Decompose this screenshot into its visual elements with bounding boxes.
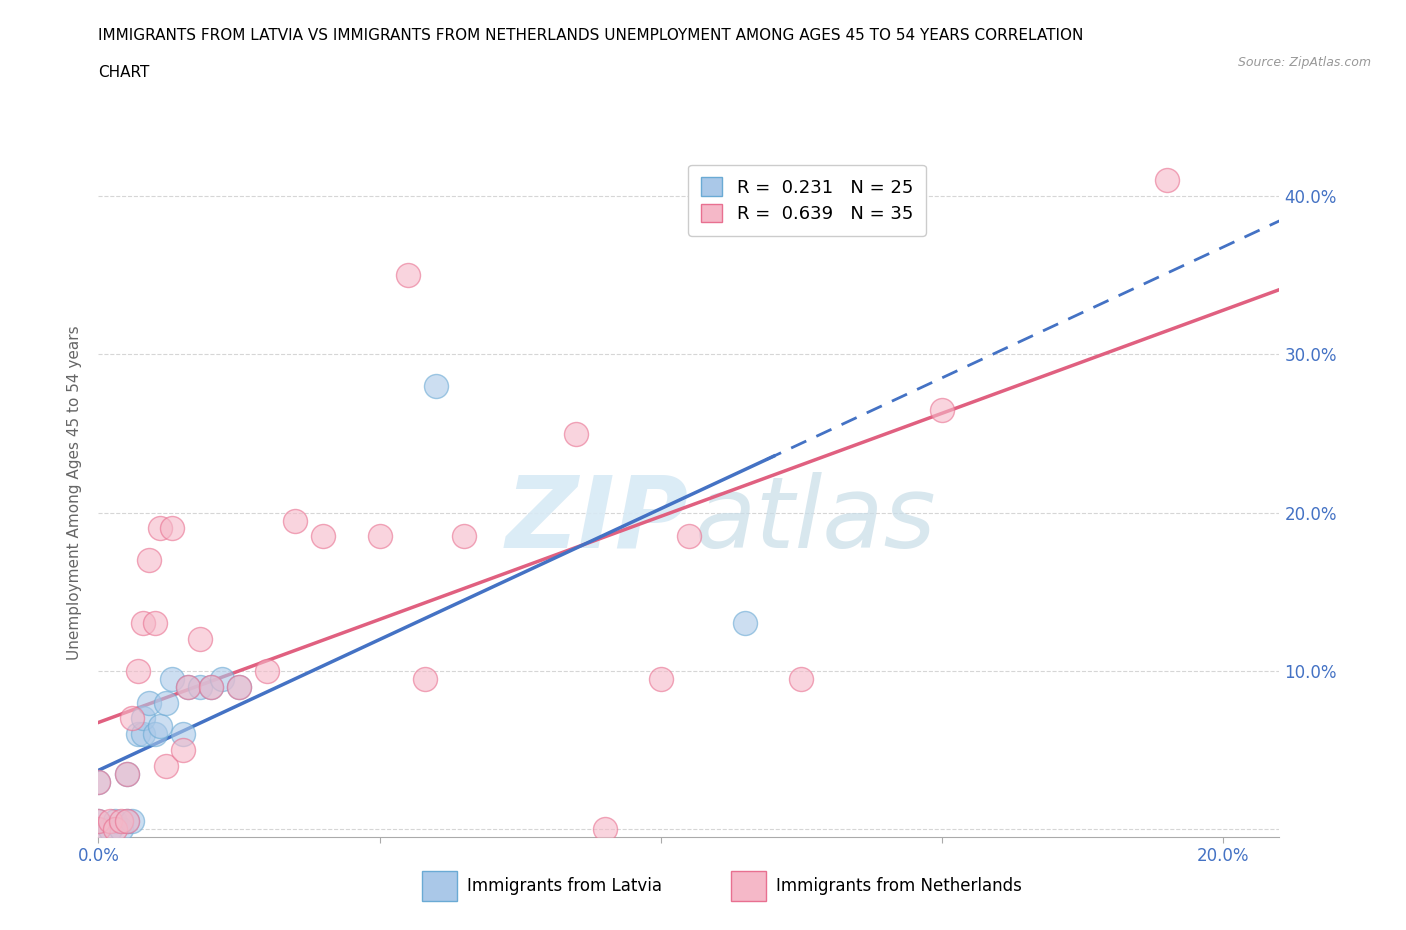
Point bbox=[115, 766, 138, 781]
Text: IMMIGRANTS FROM LATVIA VS IMMIGRANTS FROM NETHERLANDS UNEMPLOYMENT AMONG AGES 45: IMMIGRANTS FROM LATVIA VS IMMIGRANTS FRO… bbox=[98, 28, 1084, 43]
Point bbox=[650, 671, 672, 686]
Point bbox=[98, 814, 121, 829]
Point bbox=[104, 814, 127, 829]
Point bbox=[790, 671, 813, 686]
Point bbox=[593, 821, 616, 836]
Text: ZIP: ZIP bbox=[506, 472, 689, 569]
Point bbox=[121, 711, 143, 725]
Point bbox=[368, 529, 391, 544]
Point bbox=[98, 821, 121, 836]
Point bbox=[565, 426, 588, 441]
Point bbox=[413, 671, 436, 686]
Point bbox=[312, 529, 335, 544]
Point bbox=[127, 663, 149, 678]
Text: Immigrants from Netherlands: Immigrants from Netherlands bbox=[776, 878, 1022, 896]
Point bbox=[155, 758, 177, 773]
Point bbox=[284, 513, 307, 528]
Point bbox=[87, 774, 110, 789]
Point bbox=[115, 814, 138, 829]
Point bbox=[734, 616, 756, 631]
Point bbox=[132, 726, 155, 741]
FancyBboxPatch shape bbox=[422, 871, 457, 900]
Text: Immigrants from Latvia: Immigrants from Latvia bbox=[467, 878, 662, 896]
Point bbox=[143, 726, 166, 741]
Point bbox=[115, 766, 138, 781]
Point bbox=[127, 726, 149, 741]
Point bbox=[149, 521, 172, 536]
Point bbox=[87, 774, 110, 789]
Text: Source: ZipAtlas.com: Source: ZipAtlas.com bbox=[1237, 56, 1371, 69]
Point bbox=[155, 695, 177, 710]
Point bbox=[396, 268, 419, 283]
Point bbox=[104, 821, 127, 836]
Point bbox=[160, 521, 183, 536]
Point bbox=[256, 663, 278, 678]
Point bbox=[115, 814, 138, 829]
Point bbox=[177, 679, 200, 694]
Point bbox=[453, 529, 475, 544]
Point bbox=[200, 679, 222, 694]
Point bbox=[110, 821, 132, 836]
Point bbox=[138, 552, 160, 567]
Point bbox=[110, 814, 132, 829]
Text: atlas: atlas bbox=[695, 472, 936, 569]
Point bbox=[132, 711, 155, 725]
Point bbox=[211, 671, 233, 686]
Point bbox=[228, 679, 250, 694]
Y-axis label: Unemployment Among Ages 45 to 54 years: Unemployment Among Ages 45 to 54 years bbox=[67, 326, 83, 660]
Point bbox=[177, 679, 200, 694]
FancyBboxPatch shape bbox=[731, 871, 766, 900]
Point bbox=[138, 695, 160, 710]
Legend: R =  0.231   N = 25, R =  0.639   N = 35: R = 0.231 N = 25, R = 0.639 N = 35 bbox=[688, 165, 927, 236]
Point bbox=[228, 679, 250, 694]
Point bbox=[425, 379, 447, 393]
Point bbox=[143, 616, 166, 631]
Point bbox=[172, 726, 194, 741]
Point bbox=[87, 814, 110, 829]
Point bbox=[931, 403, 953, 418]
Point bbox=[172, 742, 194, 757]
Point bbox=[149, 719, 172, 734]
Point bbox=[1156, 173, 1178, 188]
Text: CHART: CHART bbox=[98, 65, 150, 80]
Point bbox=[160, 671, 183, 686]
Point bbox=[188, 679, 211, 694]
Point bbox=[132, 616, 155, 631]
Point bbox=[188, 631, 211, 646]
Point bbox=[678, 529, 700, 544]
Point bbox=[87, 821, 110, 836]
Point bbox=[87, 821, 110, 836]
Point bbox=[200, 679, 222, 694]
Point bbox=[87, 814, 110, 829]
Point bbox=[121, 814, 143, 829]
